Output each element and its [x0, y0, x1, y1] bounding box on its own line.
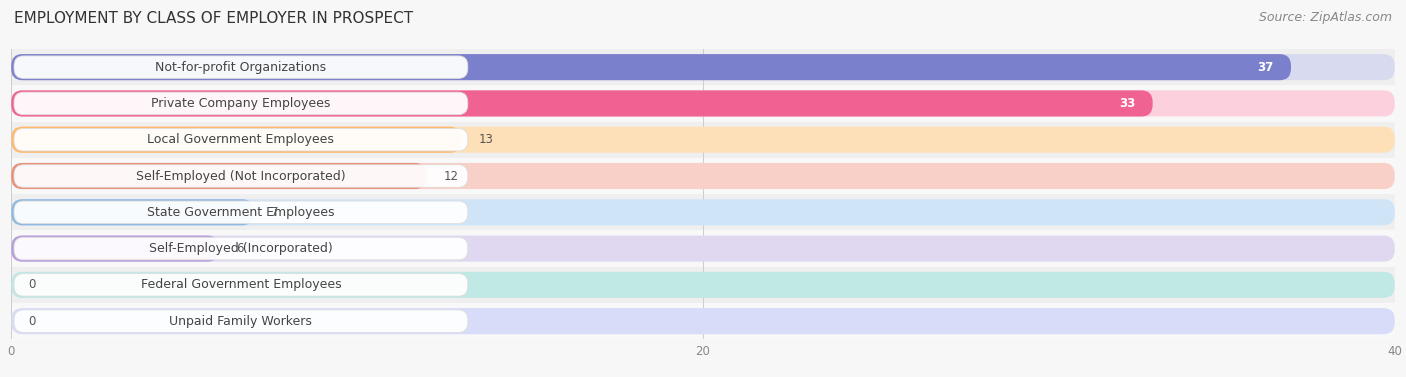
FancyBboxPatch shape: [11, 121, 1395, 158]
FancyBboxPatch shape: [11, 127, 461, 153]
FancyBboxPatch shape: [11, 230, 1395, 267]
Text: 0: 0: [28, 278, 37, 291]
Text: 6: 6: [236, 242, 243, 255]
FancyBboxPatch shape: [11, 236, 1395, 262]
Text: Local Government Employees: Local Government Employees: [148, 133, 335, 146]
FancyBboxPatch shape: [14, 201, 468, 224]
Text: 7: 7: [271, 206, 278, 219]
Text: Source: ZipAtlas.com: Source: ZipAtlas.com: [1258, 11, 1392, 24]
FancyBboxPatch shape: [11, 54, 1291, 80]
Text: 12: 12: [444, 170, 458, 182]
Text: 37: 37: [1257, 61, 1274, 74]
Text: Federal Government Employees: Federal Government Employees: [141, 278, 342, 291]
Text: EMPLOYMENT BY CLASS OF EMPLOYER IN PROSPECT: EMPLOYMENT BY CLASS OF EMPLOYER IN PROSP…: [14, 11, 413, 26]
FancyBboxPatch shape: [11, 308, 1395, 334]
Text: 0: 0: [28, 315, 37, 328]
Text: Self-Employed (Incorporated): Self-Employed (Incorporated): [149, 242, 333, 255]
FancyBboxPatch shape: [11, 54, 1395, 80]
FancyBboxPatch shape: [14, 92, 468, 115]
FancyBboxPatch shape: [14, 129, 468, 151]
Text: Unpaid Family Workers: Unpaid Family Workers: [170, 315, 312, 328]
FancyBboxPatch shape: [14, 238, 468, 260]
FancyBboxPatch shape: [11, 163, 1395, 189]
FancyBboxPatch shape: [11, 90, 1395, 116]
Text: State Government Employees: State Government Employees: [148, 206, 335, 219]
FancyBboxPatch shape: [11, 158, 1395, 194]
FancyBboxPatch shape: [11, 163, 426, 189]
FancyBboxPatch shape: [14, 310, 468, 333]
FancyBboxPatch shape: [11, 194, 1395, 230]
FancyBboxPatch shape: [14, 274, 468, 296]
Text: 33: 33: [1119, 97, 1136, 110]
FancyBboxPatch shape: [14, 56, 468, 78]
FancyBboxPatch shape: [11, 90, 1153, 116]
FancyBboxPatch shape: [11, 199, 253, 225]
FancyBboxPatch shape: [11, 303, 1395, 339]
FancyBboxPatch shape: [11, 199, 1395, 225]
Text: 13: 13: [478, 133, 494, 146]
Text: Not-for-profit Organizations: Not-for-profit Organizations: [155, 61, 326, 74]
FancyBboxPatch shape: [11, 236, 219, 262]
FancyBboxPatch shape: [11, 85, 1395, 121]
FancyBboxPatch shape: [11, 272, 1395, 298]
FancyBboxPatch shape: [11, 49, 1395, 85]
FancyBboxPatch shape: [11, 267, 1395, 303]
FancyBboxPatch shape: [11, 127, 1395, 153]
FancyBboxPatch shape: [14, 165, 468, 187]
Text: Private Company Employees: Private Company Employees: [152, 97, 330, 110]
Text: Self-Employed (Not Incorporated): Self-Employed (Not Incorporated): [136, 170, 346, 182]
